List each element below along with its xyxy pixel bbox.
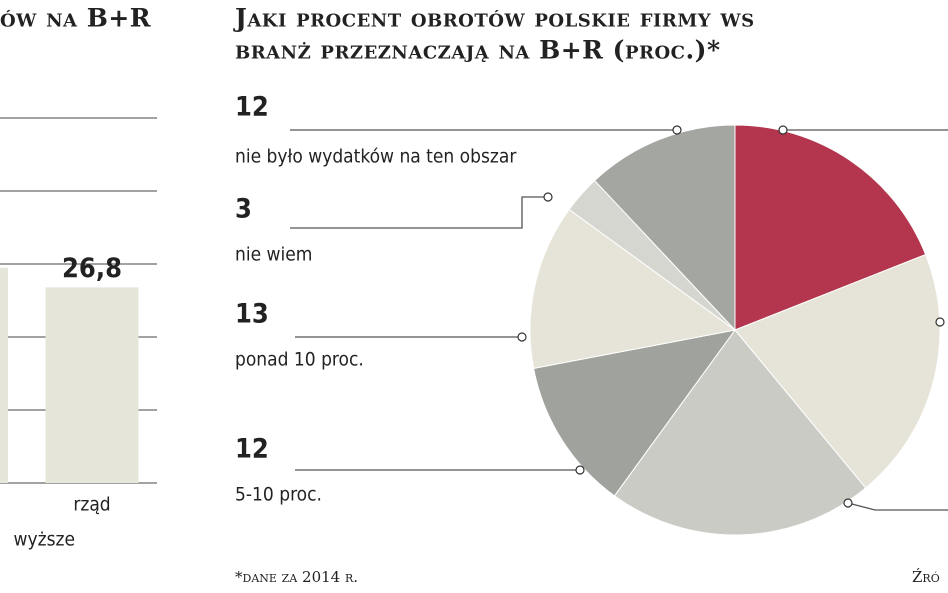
bar <box>45 287 139 483</box>
slice-label: ponad 10 proc. <box>235 349 364 371</box>
pie-slice <box>533 329 737 497</box>
pie-slice <box>593 124 736 332</box>
slice-value: 13 <box>235 299 269 330</box>
pie-slice <box>734 124 927 331</box>
x-tick-label: rząd <box>73 494 110 516</box>
slice-value: 12 <box>235 434 269 465</box>
source: Źró <box>912 568 940 586</box>
slice-label: nie było wydatków na ten obszar <box>235 146 517 168</box>
chart-title: ów na B+R <box>0 4 151 33</box>
pie-slice <box>734 253 941 489</box>
x-tick-label: wyższe <box>14 529 75 551</box>
leader-lines <box>290 125 948 511</box>
chart-title: branż przeznaczają na B+R (proc.)* <box>235 36 721 65</box>
slice-label: 5-10 proc. <box>235 484 322 506</box>
slice-value: 12 <box>235 92 269 123</box>
slice-label: nie wiem <box>235 244 312 266</box>
pie-slice <box>613 329 867 536</box>
bar <box>0 267 8 483</box>
chart-title: Jaki procent obrotów polskie firmy ws <box>233 4 755 33</box>
value-label: 26,8 <box>62 253 122 284</box>
slice-value: 3 <box>235 194 252 225</box>
pie-slice <box>529 208 737 369</box>
footnote: *dane za 2014 r. <box>235 568 358 586</box>
